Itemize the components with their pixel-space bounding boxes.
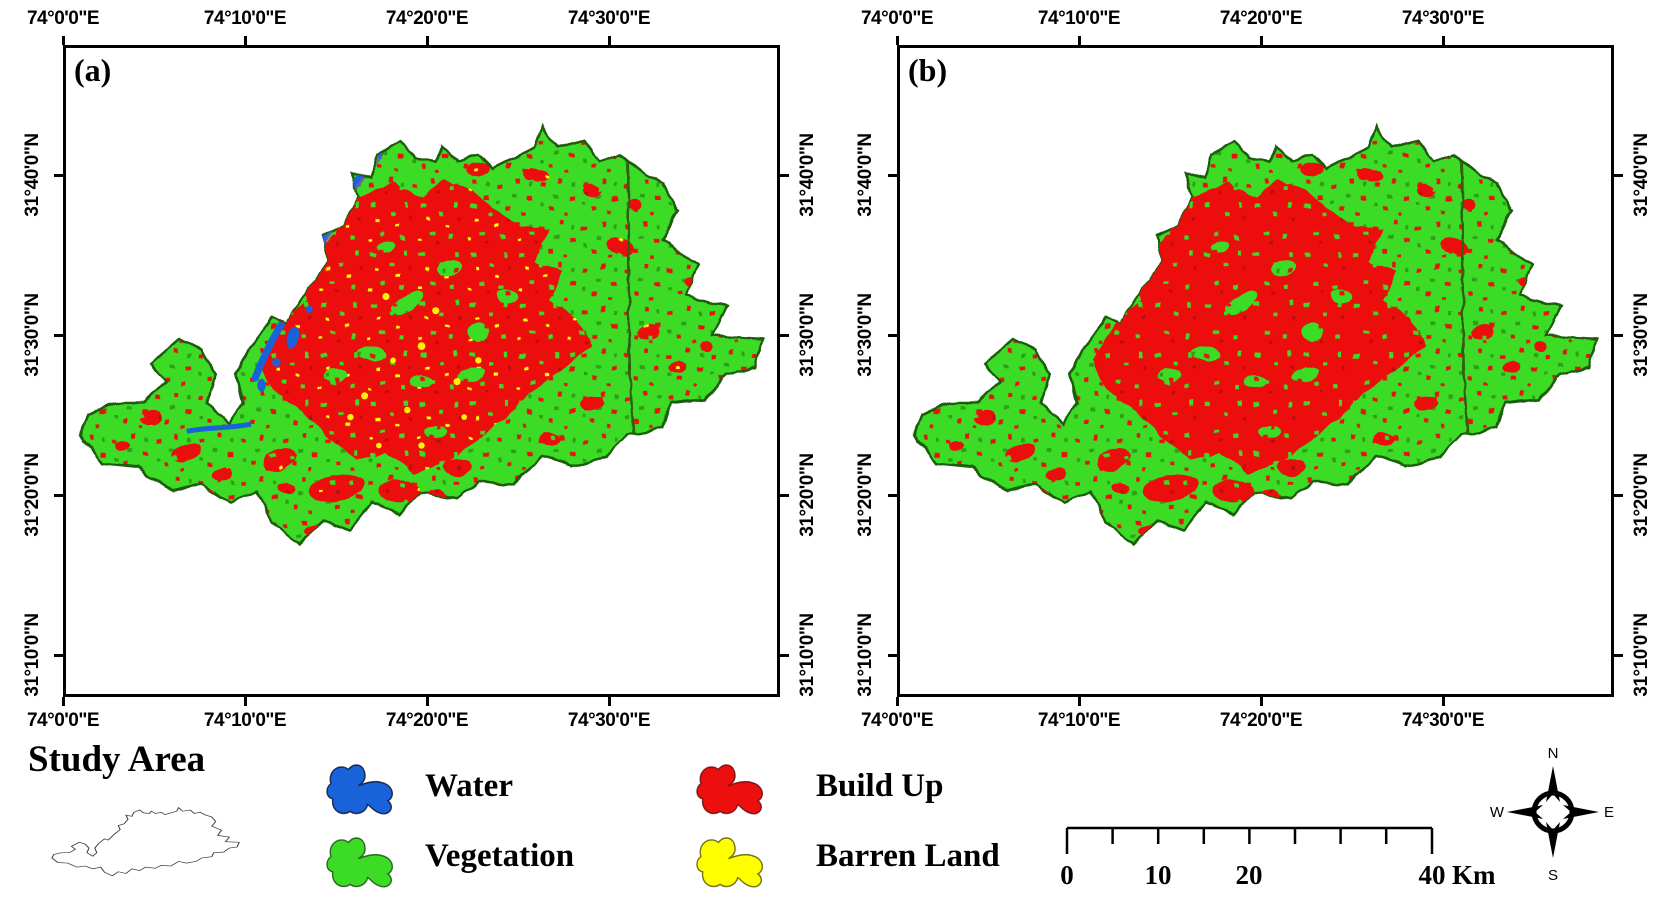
lon-label: 74°30'0"E <box>567 710 651 731</box>
lon-label: 74°20'0"E <box>1219 8 1303 29</box>
tick-mark <box>1614 494 1623 497</box>
study-area-outline <box>50 806 241 877</box>
map-panel-a <box>66 48 777 694</box>
lon-label: 74°10'0"E <box>1037 710 1121 731</box>
tick-mark <box>888 174 897 177</box>
lon-label: 74°0'0"E <box>860 710 934 731</box>
tick-mark <box>608 697 611 706</box>
lon-label: 74°0'0"E <box>860 8 934 29</box>
lon-label: 74°30'0"E <box>1401 710 1485 731</box>
water-swatch <box>326 764 394 815</box>
lat-label: 31°20'0"N <box>855 453 876 537</box>
barren-speckles <box>347 292 482 449</box>
legend-title: Study Area <box>28 739 206 780</box>
tick-mark <box>888 494 897 497</box>
lat-label: 31°40'0"N <box>22 133 43 217</box>
tick-mark <box>62 36 65 45</box>
lon-label: 74°20'0"E <box>385 710 469 731</box>
lon-label: 74°10'0"E <box>203 8 287 29</box>
tick-mark <box>888 334 897 337</box>
tick-mark <box>54 174 63 177</box>
lat-label: 31°20'0"N <box>797 453 818 537</box>
lat-label: 31°30'0"N <box>797 293 818 377</box>
tick-mark <box>1260 697 1263 706</box>
tick-mark <box>1442 697 1445 706</box>
scale-label-0: 0 <box>1060 860 1074 890</box>
tick-mark <box>426 36 429 45</box>
lat-label: 31°30'0"N <box>22 293 43 377</box>
tick-mark <box>62 697 65 706</box>
tick-mark <box>888 654 897 657</box>
tick-mark <box>1614 334 1623 337</box>
tick-mark <box>426 697 429 706</box>
tick-mark <box>780 174 789 177</box>
panel-label-b: (b) <box>908 52 948 88</box>
scale-bar: 0 10 20 40 Km <box>1060 826 1496 890</box>
lon-label: 74°30'0"E <box>1401 8 1485 29</box>
tick-mark <box>608 36 611 45</box>
compass-rose: N S W E <box>1490 745 1614 884</box>
lat-label: 31°20'0"N <box>22 453 43 537</box>
legend-label-build-up: Build Up <box>816 768 944 804</box>
legend-label-water: Water <box>425 768 513 804</box>
lat-label: 31°30'0"N <box>855 293 876 377</box>
compass-e: E <box>1604 804 1614 821</box>
lat-label: 31°20'0"N <box>1631 453 1652 537</box>
lat-label: 31°40'0"N <box>855 133 876 217</box>
vegetation-swatch <box>326 837 394 888</box>
scale-label-20: 20 <box>1236 860 1263 890</box>
lon-label: 74°10'0"E <box>203 710 287 731</box>
tick-mark <box>780 494 789 497</box>
tick-mark <box>244 36 247 45</box>
lat-label: 31°10'0"N <box>1631 613 1652 697</box>
build-up-swatch <box>696 764 764 815</box>
tick-mark <box>244 697 247 706</box>
tick-mark <box>896 36 899 45</box>
lon-label: 74°30'0"E <box>567 8 651 29</box>
compass-s: S <box>1548 867 1558 884</box>
lat-label: 31°40'0"N <box>1631 133 1652 217</box>
lat-label: 31°10'0"N <box>22 613 43 697</box>
tick-mark <box>54 334 63 337</box>
legend-label-vegetation: Vegetation <box>425 838 575 874</box>
lat-label: 31°10'0"N <box>797 613 818 697</box>
compass-n: N <box>1548 745 1559 762</box>
tick-mark <box>1614 174 1623 177</box>
lat-label: 31°10'0"N <box>855 613 876 697</box>
compass-w: W <box>1490 804 1505 821</box>
tick-mark <box>1442 36 1445 45</box>
lat-label: 31°30'0"N <box>1631 293 1652 377</box>
scale-label-40: 40 <box>1419 860 1446 890</box>
tick-mark <box>896 697 899 706</box>
lat-label: 31°40'0"N <box>797 133 818 217</box>
lon-label: 74°0'0"E <box>26 8 100 29</box>
barren-land-swatch <box>696 837 764 888</box>
compass-points <box>1507 766 1599 858</box>
tick-mark <box>1614 654 1623 657</box>
tick-mark <box>1260 36 1263 45</box>
tick-mark <box>780 654 789 657</box>
compass-circle <box>1531 790 1575 834</box>
scale-label-10: 10 <box>1145 860 1172 890</box>
map-panel-b <box>900 48 1611 694</box>
panel-label-a: (a) <box>74 52 112 88</box>
scale-unit: Km <box>1452 860 1496 890</box>
lon-label: 74°10'0"E <box>1037 8 1121 29</box>
tick-mark <box>54 654 63 657</box>
tick-mark <box>1078 697 1081 706</box>
tick-mark <box>780 334 789 337</box>
lon-label: 74°20'0"E <box>385 8 469 29</box>
tick-mark <box>1078 36 1081 45</box>
tick-mark <box>54 494 63 497</box>
lon-label: 74°0'0"E <box>26 710 100 731</box>
lon-label: 74°20'0"E <box>1219 710 1303 731</box>
legend-label-barren-land: Barren Land <box>816 838 1000 874</box>
